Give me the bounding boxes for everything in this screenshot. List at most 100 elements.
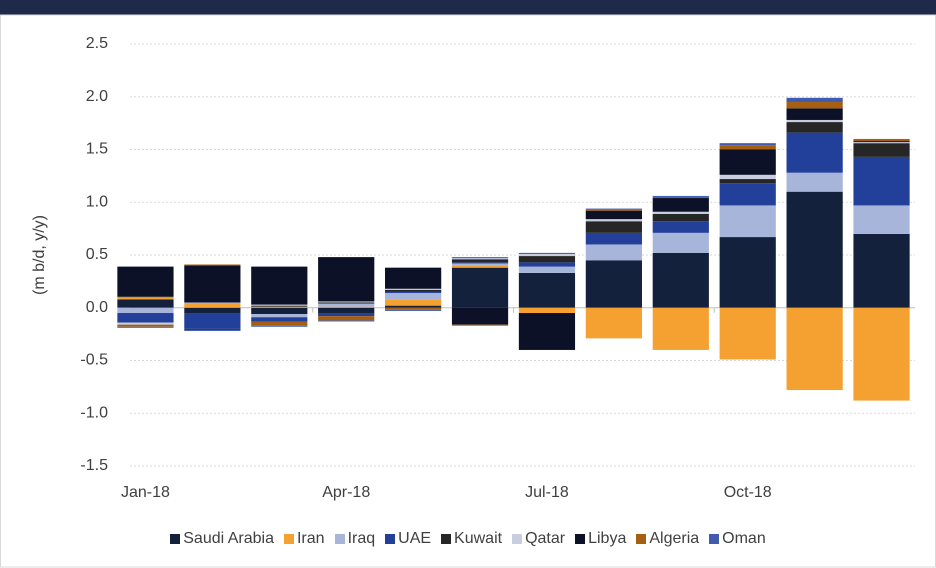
- bar-segment: [251, 266, 308, 305]
- bar-segment: [318, 313, 375, 317]
- x-tick-label: Oct-18: [724, 484, 772, 501]
- bar-segment: [585, 232, 642, 245]
- header-bar: [0, 0, 936, 15]
- bar-segment: [652, 211, 709, 214]
- bar-segment: [585, 221, 642, 233]
- y-tick-label: -1.5: [80, 457, 108, 474]
- bar-segment: [853, 143, 910, 157]
- bar-segment: [385, 305, 442, 308]
- legend-item: Oman: [709, 530, 766, 548]
- bar-segment: [385, 267, 442, 289]
- bar-segment: [652, 252, 709, 308]
- bar-segment: [385, 288, 442, 290]
- bar-segment: [385, 291, 442, 293]
- bar-segment: [853, 142, 910, 144]
- legend-label: Saudi Arabia: [183, 530, 274, 547]
- y-tick-label: 0.5: [86, 246, 108, 263]
- legend-label: Iraq: [347, 530, 376, 547]
- bar-segment: [117, 299, 174, 308]
- bar-segment: [585, 210, 642, 220]
- legend-item: Algeria: [636, 530, 699, 548]
- legend: Saudi Arabia Iran Iraq UAE Kuwait Qatar Libya A…: [0, 530, 936, 548]
- y-tick-label: 1.5: [86, 141, 108, 158]
- legend-item: Qatar: [512, 530, 565, 548]
- bar-segment: [719, 145, 776, 150]
- bar-segment: [451, 259, 509, 263]
- bar-segment: [652, 307, 709, 350]
- bar-segment: [451, 324, 509, 326]
- bar-segment: [385, 309, 442, 311]
- bar-segment: [786, 132, 843, 173]
- bar-segment: [251, 321, 308, 326]
- bar-segment: [251, 314, 308, 318]
- bar-segment: [251, 305, 308, 307]
- bar-segment: [318, 302, 375, 304]
- legend-swatch: [441, 534, 452, 544]
- bar-segment: [518, 252, 576, 254]
- legend-swatch: [575, 534, 586, 544]
- bar-segment: [719, 143, 776, 146]
- legend-item: Iraq: [334, 530, 376, 548]
- x-tick-label: Apr-18: [322, 484, 370, 501]
- bar-segment: [786, 102, 843, 109]
- x-tick-label: Jul-18: [525, 484, 569, 501]
- bar-segment: [786, 172, 843, 192]
- bar-segment: [117, 313, 174, 323]
- bar-segment: [786, 108, 843, 120]
- bar-segment: [451, 258, 509, 260]
- bar-segment: [385, 299, 442, 306]
- bar-segment: [853, 141, 910, 143]
- legend-swatch: [334, 534, 345, 544]
- legend-item: UAE: [385, 530, 431, 548]
- legend-swatch: [170, 534, 181, 544]
- y-tick-label: 0.0: [86, 299, 108, 316]
- legend-swatch: [636, 534, 647, 544]
- bar-segment: [184, 329, 241, 331]
- legend-item: Iran: [283, 530, 325, 548]
- bar-segment: [585, 244, 642, 261]
- bar-segment: [518, 272, 576, 308]
- bar-segment: [786, 122, 843, 133]
- bar-segment: [451, 267, 509, 308]
- bar-segment: [251, 306, 308, 308]
- bar-segment: [251, 317, 308, 322]
- bar-segment: [585, 307, 642, 339]
- bar-segment: [117, 324, 174, 327]
- bar-segment: [719, 149, 776, 175]
- bar-segment: [251, 304, 308, 306]
- y-tick-label: -0.5: [80, 352, 108, 369]
- legend-swatch: [709, 534, 720, 544]
- bar-segment: [719, 183, 776, 206]
- y-tick-label: 2.0: [86, 88, 108, 105]
- bar-segment: [184, 307, 241, 314]
- bar-segment: [117, 297, 174, 300]
- y-tick-label: 1.0: [86, 193, 108, 210]
- bar-segment: [652, 213, 709, 222]
- bar-segment: [786, 191, 843, 308]
- bar-segment: [719, 237, 776, 308]
- bar-segment: [318, 301, 375, 303]
- legend-item: Kuwait: [441, 530, 502, 548]
- bar-segment: [652, 198, 709, 212]
- bar-segment: [117, 307, 174, 314]
- bar-segment: [585, 260, 642, 308]
- bar-segment: [318, 306, 375, 308]
- x-tick-label: Jan-18: [121, 484, 170, 501]
- bar-segment: [184, 302, 241, 304]
- bar-segment: [251, 325, 308, 327]
- bar-segment: [853, 307, 910, 401]
- bar-segment: [518, 262, 576, 267]
- bar-segment: [184, 328, 241, 330]
- bar-segment: [518, 253, 576, 257]
- bar-segment: [585, 208, 642, 210]
- bar-segment: [318, 303, 375, 307]
- bar-segment: [184, 303, 241, 308]
- bar-segment: [318, 320, 375, 322]
- bar-segment: [451, 257, 509, 259]
- legend-label: Oman: [722, 530, 766, 547]
- y-axis-label: (m b/d, y/y): [31, 215, 48, 295]
- bar-segment: [451, 265, 509, 268]
- bar-segment: [652, 195, 709, 197]
- legend-label: UAE: [398, 530, 432, 547]
